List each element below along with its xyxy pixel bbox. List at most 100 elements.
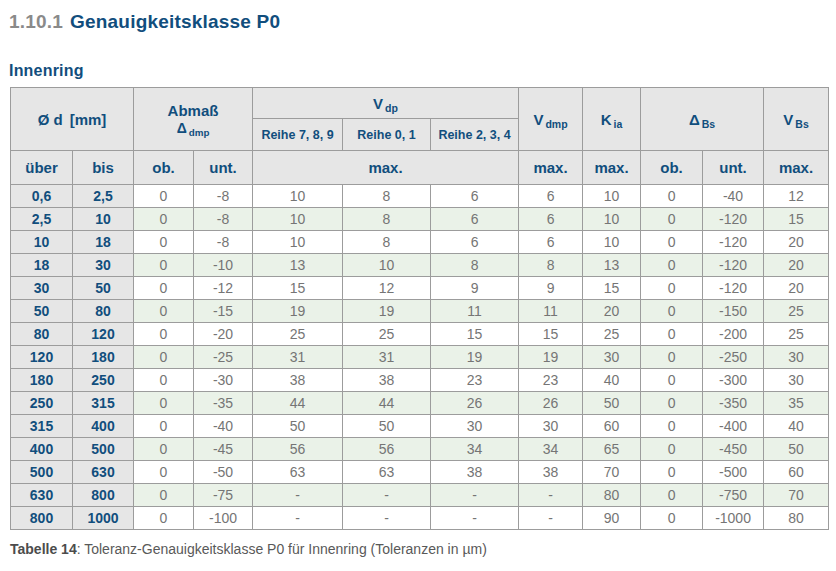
table-caption: Tabelle 14: Toleranz-Genauigkeitsklasse … bbox=[10, 541, 828, 557]
tolerance-value-cell: - bbox=[519, 484, 583, 507]
diameter-range-cell: 80 bbox=[73, 300, 134, 323]
tolerance-value-cell: 26 bbox=[431, 392, 519, 415]
tolerance-value-cell: 9 bbox=[431, 277, 519, 300]
tolerance-value-cell: 8 bbox=[431, 254, 519, 277]
tolerance-value-cell: 8 bbox=[343, 231, 431, 254]
document-page: 1.10.1Genauigkeitsklasse P0 Innenring Ø … bbox=[0, 0, 836, 557]
tolerance-value-cell: -200 bbox=[703, 323, 764, 346]
tolerance-value-cell: 38 bbox=[519, 461, 583, 484]
table-row: 1802500-3038382323400-30030 bbox=[11, 369, 829, 392]
col-header-delta-bs: ΔBs bbox=[641, 88, 764, 151]
tolerance-value-cell: 0 bbox=[641, 461, 703, 484]
tolerance-value-cell: 8 bbox=[343, 208, 431, 231]
tolerance-value-cell: 65 bbox=[583, 438, 641, 461]
tolerance-value-cell: - bbox=[431, 507, 519, 530]
col-header-reihe-789: Reihe 7, 8, 9 bbox=[253, 119, 343, 151]
diameter-range-cell: 250 bbox=[73, 369, 134, 392]
tolerance-value-cell: -25 bbox=[194, 346, 253, 369]
table-row: 50800-1519191111200-15025 bbox=[11, 300, 829, 323]
tolerance-value-cell: 90 bbox=[583, 507, 641, 530]
col-header-reihe-01: Reihe 0, 1 bbox=[343, 119, 431, 151]
diameter-range-cell: 800 bbox=[11, 507, 73, 530]
tolerance-value-cell: 30 bbox=[431, 415, 519, 438]
diameter-range-cell: 50 bbox=[11, 300, 73, 323]
tolerance-value-cell: 0 bbox=[134, 346, 194, 369]
tolerance-value-cell: - bbox=[253, 507, 343, 530]
tolerance-value-cell: 25 bbox=[343, 323, 431, 346]
tolerance-value-cell: 10 bbox=[253, 231, 343, 254]
tolerance-value-cell: 30 bbox=[583, 346, 641, 369]
tolerance-value-cell: 10 bbox=[343, 254, 431, 277]
tolerance-value-cell: 0 bbox=[641, 415, 703, 438]
tolerance-value-cell: 11 bbox=[431, 300, 519, 323]
tolerance-value-cell: 44 bbox=[253, 392, 343, 415]
tolerance-value-cell: 25 bbox=[764, 300, 829, 323]
tolerance-value-cell: 10 bbox=[583, 208, 641, 231]
col-header-vbs: VBs bbox=[764, 88, 829, 151]
tolerance-value-cell: 0 bbox=[641, 484, 703, 507]
tolerance-value-cell: 80 bbox=[764, 507, 829, 530]
tolerance-value-cell: 38 bbox=[431, 461, 519, 484]
tolerance-value-cell: 70 bbox=[764, 484, 829, 507]
diameter-range-cell: 120 bbox=[73, 323, 134, 346]
subheader-max-vdp: max. bbox=[253, 151, 519, 185]
tolerance-table: Ø d[mm] Abmaß Δdmp Vdp Vdmp Kia ΔBs bbox=[10, 87, 829, 530]
tolerance-value-cell: 0 bbox=[641, 277, 703, 300]
tolerance-value-cell: 20 bbox=[583, 300, 641, 323]
tolerance-value-cell: 0 bbox=[134, 369, 194, 392]
tolerance-value-cell: 0 bbox=[134, 231, 194, 254]
diameter-range-cell: 400 bbox=[73, 415, 134, 438]
tolerance-value-cell: 44 bbox=[343, 392, 431, 415]
diameter-range-cell: 18 bbox=[73, 231, 134, 254]
tolerance-value-cell: -20 bbox=[194, 323, 253, 346]
tolerance-value-cell: 23 bbox=[431, 369, 519, 392]
abmass-symbol: Δdmp bbox=[134, 120, 252, 136]
diameter-range-cell: 630 bbox=[11, 484, 73, 507]
tolerance-value-cell: 56 bbox=[343, 438, 431, 461]
tolerance-value-cell: 0 bbox=[641, 208, 703, 231]
tolerance-value-cell: 8 bbox=[343, 185, 431, 208]
table-row: 2,5100-810866100-12015 bbox=[11, 208, 829, 231]
tolerance-value-cell: 6 bbox=[519, 208, 583, 231]
tolerance-value-cell: 6 bbox=[519, 231, 583, 254]
tolerance-value-cell: 38 bbox=[343, 369, 431, 392]
tolerance-value-cell: 0 bbox=[641, 369, 703, 392]
tolerance-value-cell: -350 bbox=[703, 392, 764, 415]
diameter-range-cell: 18 bbox=[11, 254, 73, 277]
tolerance-value-cell: 63 bbox=[253, 461, 343, 484]
tolerance-value-cell: -50 bbox=[194, 461, 253, 484]
tolerance-value-cell: -450 bbox=[703, 438, 764, 461]
table-row: 10180-810866100-12020 bbox=[11, 231, 829, 254]
tolerance-value-cell: 0 bbox=[134, 461, 194, 484]
tolerance-value-cell: 23 bbox=[519, 369, 583, 392]
diameter-range-cell: 315 bbox=[11, 415, 73, 438]
tolerance-value-cell: 6 bbox=[431, 231, 519, 254]
col-header-vdmp: Vdmp bbox=[519, 88, 583, 151]
tolerance-value-cell: 0 bbox=[134, 484, 194, 507]
tolerance-value-cell: -10 bbox=[194, 254, 253, 277]
table-row: 80010000-100----900-100080 bbox=[11, 507, 829, 530]
tolerance-value-cell: 0 bbox=[641, 300, 703, 323]
tolerance-value-cell: 56 bbox=[253, 438, 343, 461]
tolerance-value-cell: -8 bbox=[194, 208, 253, 231]
tolerance-value-cell: -40 bbox=[703, 185, 764, 208]
tolerance-value-cell: 0 bbox=[134, 208, 194, 231]
diameter-range-cell: 180 bbox=[11, 369, 73, 392]
tolerance-value-cell: 70 bbox=[583, 461, 641, 484]
tolerance-value-cell: 0 bbox=[134, 415, 194, 438]
caption-label: Tabelle 14 bbox=[10, 541, 77, 557]
tolerance-value-cell: 9 bbox=[519, 277, 583, 300]
col-header-kia: Kia bbox=[583, 88, 641, 151]
diameter-range-cell: 10 bbox=[73, 208, 134, 231]
tolerance-value-cell: 15 bbox=[253, 277, 343, 300]
subheader-ueber: über bbox=[11, 151, 73, 185]
tolerance-value-cell: 20 bbox=[764, 254, 829, 277]
diameter-range-cell: 120 bbox=[11, 346, 73, 369]
tolerance-value-cell: 0 bbox=[641, 507, 703, 530]
tolerance-value-cell: 31 bbox=[343, 346, 431, 369]
tolerance-value-cell: 15 bbox=[519, 323, 583, 346]
tolerance-value-cell: 35 bbox=[764, 392, 829, 415]
tolerance-value-cell: 0 bbox=[134, 392, 194, 415]
tolerance-value-cell: 60 bbox=[583, 415, 641, 438]
diameter-symbol: Ø d bbox=[38, 111, 63, 128]
